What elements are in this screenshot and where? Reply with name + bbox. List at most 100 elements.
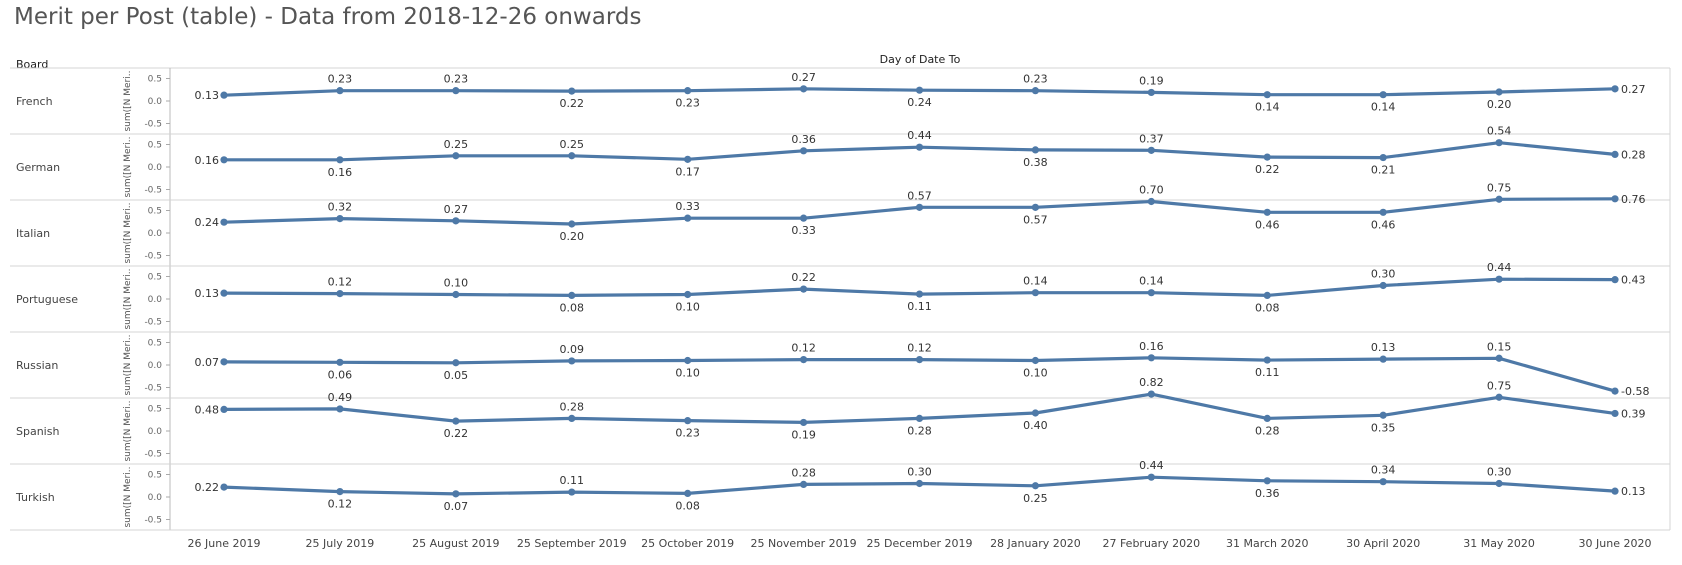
data-label: 0.28: [1621, 148, 1646, 161]
data-label: 0.40: [1023, 419, 1048, 432]
data-label: 0.30: [1487, 466, 1512, 479]
data-point: [1379, 281, 1387, 290]
data-label: 0.28: [791, 466, 816, 479]
data-label: 0.16: [328, 166, 353, 179]
data-point: [1495, 195, 1503, 203]
data-label: 0.06: [328, 368, 353, 381]
data-point: [220, 218, 228, 226]
data-label: 0.33: [675, 200, 700, 213]
data-point: [684, 155, 692, 163]
data-label: 0.11: [1255, 366, 1280, 379]
data-label: 0.46: [1255, 218, 1280, 231]
data-label: 0.23: [675, 427, 700, 440]
data-label: 0.12: [328, 498, 353, 511]
data-label: 0.12: [791, 342, 816, 355]
data-point: [336, 87, 344, 95]
data-point: [336, 290, 344, 298]
data-point: [452, 417, 460, 425]
data-point: [684, 356, 692, 365]
data-label: 0.24: [195, 216, 220, 229]
data-point: [799, 356, 808, 364]
data-point: [799, 418, 808, 427]
data-label: 0.08: [675, 499, 700, 512]
data-label: 0.23: [675, 97, 700, 110]
data-point: [1147, 197, 1155, 206]
data-point: [915, 86, 924, 94]
x-tick-label: 31 March 2020: [1226, 537, 1309, 550]
y-tick-label: 0.0: [148, 97, 163, 107]
data-point: [1611, 195, 1619, 203]
data-point: [799, 85, 808, 93]
data-point: [220, 91, 228, 99]
data-label: 0.15: [1487, 340, 1512, 353]
data-point: [1495, 139, 1503, 147]
data-point: [568, 414, 576, 422]
data-point: [568, 291, 576, 299]
data-label: 0.10: [444, 277, 469, 290]
x-tick-label: 31 May 2020: [1463, 537, 1535, 550]
data-point: [915, 479, 924, 488]
data-label: 0.13: [195, 89, 220, 102]
data-point: [336, 215, 344, 223]
x-tick-label: 30 June 2020: [1579, 537, 1652, 550]
data-point: [1263, 91, 1271, 99]
data-label: 0.28: [560, 400, 585, 413]
data-point: [452, 87, 460, 95]
data-label: 0.14: [1371, 101, 1396, 114]
data-label: 0.11: [560, 474, 585, 487]
data-label: 0.27: [444, 203, 469, 216]
data-label: 0.44: [1139, 459, 1164, 472]
data-point: [1031, 203, 1040, 211]
data-point: [1611, 276, 1619, 284]
data-label: 0.28: [1255, 424, 1280, 437]
data-point: [1263, 477, 1271, 485]
data-point: [1611, 409, 1619, 418]
y-axis-label: sum([N Meri..: [123, 70, 133, 131]
data-label: 0.17: [675, 165, 700, 178]
data-label: 0.25: [444, 138, 469, 151]
data-label: -0.58: [1621, 385, 1649, 398]
data-label: 0.20: [1487, 98, 1512, 111]
data-label: 0.49: [328, 391, 353, 404]
data-label: 0.43: [1621, 274, 1646, 287]
data-label: 0.13: [1621, 485, 1646, 498]
data-label: 0.05: [444, 369, 469, 382]
y-tick-label: -0.5: [144, 318, 162, 328]
data-label: 0.54: [1487, 125, 1512, 138]
data-point: [568, 87, 576, 95]
data-point: [799, 285, 808, 293]
y-tick-label: -0.5: [144, 252, 162, 262]
data-label: 0.82: [1139, 376, 1164, 389]
data-label: 0.36: [791, 133, 816, 146]
data-label: 0.75: [1487, 181, 1512, 194]
data-label: 0.08: [1255, 301, 1280, 314]
data-label: 0.27: [1621, 83, 1646, 96]
data-point: [220, 156, 228, 164]
data-point: [1147, 88, 1155, 97]
data-point: [684, 417, 692, 425]
board-label: Italian: [16, 227, 50, 240]
data-label: 0.34: [1371, 464, 1396, 477]
y-tick-label: 0.5: [148, 141, 162, 151]
data-point: [452, 152, 460, 160]
column-header: Day of Date To: [880, 53, 961, 66]
data-point: [1031, 289, 1040, 297]
data-point: [1263, 356, 1271, 364]
board-label: Russian: [16, 359, 58, 372]
data-label: 0.14: [1255, 101, 1280, 114]
data-point: [1379, 411, 1387, 419]
y-tick-label: 0.5: [148, 471, 162, 481]
data-point: [1495, 479, 1503, 488]
data-label: 0.44: [1487, 261, 1512, 274]
x-tick-label: 25 November 2019: [750, 537, 856, 550]
data-label: 0.25: [1023, 492, 1048, 505]
data-label: 0.75: [1487, 379, 1512, 392]
data-label: 0.39: [1621, 407, 1646, 420]
data-label: 0.16: [1139, 340, 1164, 353]
board-label: Spanish: [16, 425, 59, 438]
data-label: 0.28: [907, 424, 932, 437]
y-tick-label: 0.0: [148, 163, 163, 173]
data-point: [1263, 153, 1271, 161]
data-label: 0.23: [328, 73, 353, 86]
y-axis-label: sum([N Meri..: [123, 202, 133, 263]
